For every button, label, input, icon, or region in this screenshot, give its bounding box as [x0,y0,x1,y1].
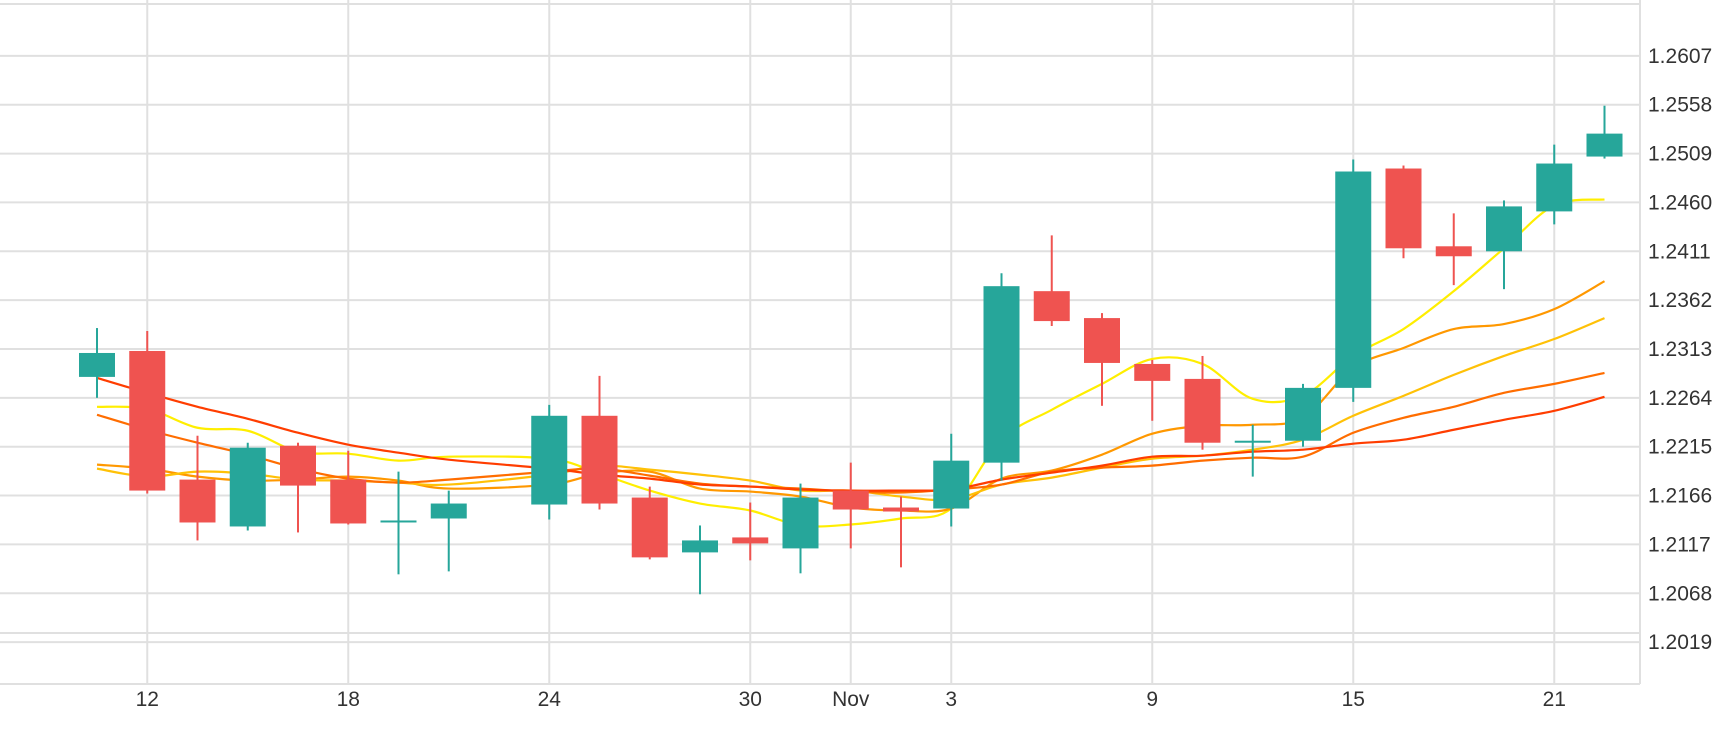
candle-body-up [682,540,718,553]
candle-body-down [1033,291,1070,322]
y-tick-label: 1.2509 [1648,143,1712,166]
y-tick-label: 1.2411 [1648,240,1711,263]
y-tick-label: 1.2019 [1648,631,1712,654]
candle-body-down [832,490,869,510]
candle-body-down [280,445,316,486]
candle [832,462,869,549]
y-tick-label: 1.2460 [1648,191,1712,214]
y-tick-label: 1.2264 [1648,387,1713,410]
x-tick-label: 30 [739,688,762,711]
y-tick-label: 1.2166 [1648,485,1712,508]
candle-body-down [179,479,216,523]
candle [1234,424,1271,477]
candle-body-up [531,415,568,505]
candle [1184,355,1221,450]
candle-body-up [1536,163,1573,212]
candle-body-down [1084,318,1120,363]
x-tick-label: 24 [538,688,562,711]
grid-layer [0,0,1641,685]
candle-body-up [1486,206,1522,252]
candle-body-down [581,415,618,504]
candle [1335,159,1372,402]
candle-body-down [1435,246,1472,257]
candle [1385,165,1422,259]
x-tick-label: 3 [945,688,957,711]
candle [1536,144,1573,225]
candle-body-up [1285,387,1321,441]
candle [1486,200,1522,290]
y-tick-label: 1.2117 [1648,533,1711,556]
x-tick-label: 15 [1342,688,1365,711]
y-tick-label: 1.2607 [1648,45,1712,68]
x-tick-label: 18 [337,688,360,711]
candle-body-up [933,460,970,509]
candle [631,486,668,560]
candle-body-down [732,537,769,544]
candle-body-up [983,286,1020,463]
candle-body-up [380,520,417,523]
candle [1134,359,1171,421]
candle-body-up [79,352,115,377]
x-tick-label: 21 [1543,688,1566,711]
candle-body-down [1134,363,1171,381]
candle [229,442,266,531]
candle-body-up [229,447,266,527]
candle [380,471,417,575]
candle [1285,383,1321,447]
candle-body-down [1385,168,1422,249]
candle [682,525,718,595]
candle-body-down [1184,378,1221,443]
candle [79,328,115,398]
candle [1084,313,1120,406]
candle [732,502,769,561]
candle-body-up [430,503,467,519]
candle [531,404,568,520]
axis-layer: 1.2607 1.2558 1.2509 1.2460 1.2411 1.2362 1.23… [136,45,1713,711]
y-tick-label: 1.2362 [1648,289,1712,312]
candle [782,483,819,574]
candle [129,331,166,494]
candle-body-down [883,507,919,512]
candle [1033,235,1070,327]
candle-layer [79,105,1623,595]
candle [933,433,970,527]
candle [581,375,618,510]
y-tick-label: 1.2313 [1648,338,1712,361]
candle-body-up [1234,440,1271,443]
candle-body-down [330,479,367,524]
candle [1435,213,1472,286]
candle-body-down [129,350,166,491]
candle [179,435,216,541]
candle [280,442,316,533]
x-tick-label: Nov [832,688,870,711]
candle [883,496,919,568]
y-tick-label: 1.2558 [1648,94,1712,117]
x-tick-label: 12 [136,688,159,711]
candle-body-up [782,497,819,549]
candle [430,490,467,572]
candle [1586,105,1623,159]
candle-body-up [1586,133,1623,157]
x-tick-label: 9 [1146,688,1158,711]
candle-body-up [1335,171,1372,388]
y-tick-label: 1.2068 [1648,582,1712,605]
y-tick-label: 1.2215 [1648,436,1712,459]
candle [983,273,1020,481]
candle [330,450,367,525]
candle-body-down [631,497,668,558]
